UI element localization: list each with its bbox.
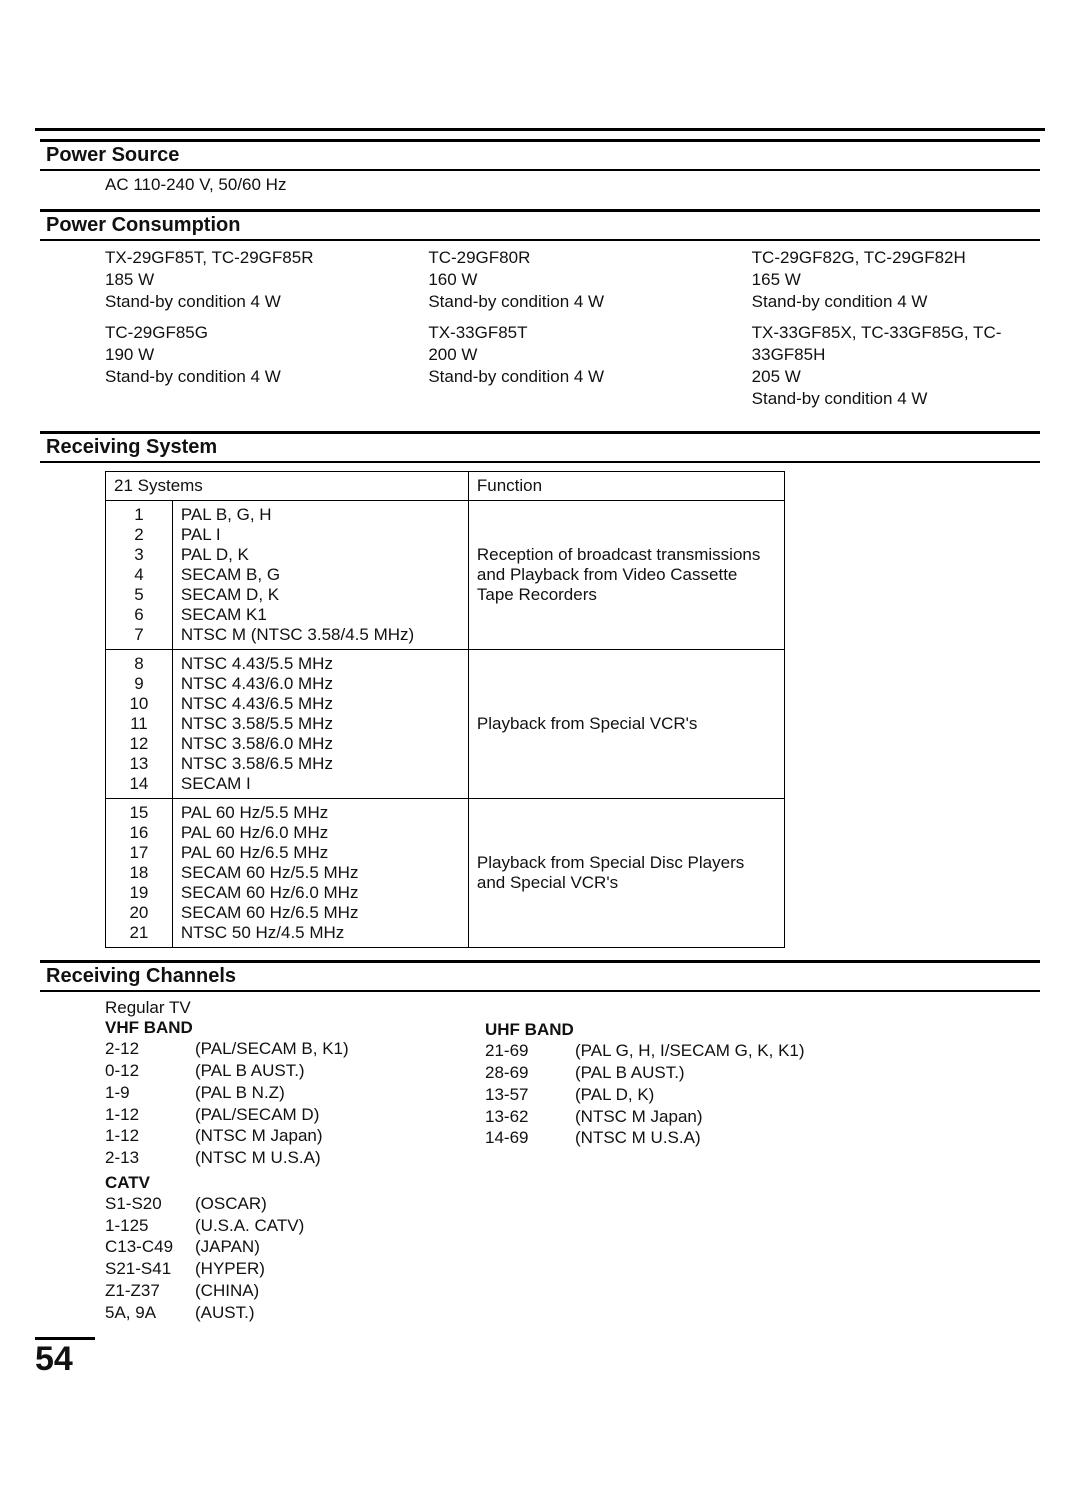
receiving-system-table: 21 Systems Function 1 2 3 4 5 6 7 PAL B,… <box>105 471 785 948</box>
catv-heading: CATV <box>105 1173 425 1193</box>
table-cell: PAL B, G, H PAL I PAL D, K SECAM B, G SE… <box>172 501 468 650</box>
table-cell: NTSC 4.43/5.5 MHz NTSC 4.43/6.0 MHz NTSC… <box>172 650 468 799</box>
pc-standby: Stand-by condition 4 W <box>105 291 398 313</box>
section-heading-receiving-system: Receiving System <box>40 431 1040 463</box>
pc-model: TX-33GF85X, TC-33GF85G, TC-33GF85H <box>752 322 1045 366</box>
pc-standby: Stand-by condition 4 W <box>752 291 1045 313</box>
table-cell: Reception of broadcast transmissions and… <box>468 501 784 650</box>
section-heading-power-consumption: Power Consumption <box>40 209 1040 241</box>
vhf-band-heading: VHF BAND <box>105 1018 425 1038</box>
table-header-function: Function <box>468 472 784 501</box>
top-empty-area <box>35 0 1045 131</box>
section-heading-receiving-channels: Receiving Channels <box>40 960 1040 992</box>
pc-standby: Stand-by condition 4 W <box>752 388 1045 410</box>
table-cell: 8 9 10 11 12 13 14 <box>106 650 173 799</box>
receiving-channels-grid: Regular TV VHF BAND 2-12(PAL/SECAM B, K1… <box>105 992 1045 1333</box>
section-heading-power-source: Power Source <box>40 139 1040 171</box>
pc-standby: Stand-by condition 4 W <box>105 366 398 388</box>
uhf-band-heading: UHF BAND <box>485 1020 885 1040</box>
pc-model: TX-33GF85T <box>428 322 721 344</box>
pc-model: TC-29GF82G, TC-29GF82H <box>752 247 1045 269</box>
pc-model: TC-29GF80R <box>428 247 721 269</box>
pc-model: TX-29GF85T, TC-29GF85R <box>105 247 398 269</box>
table-cell: Playback from Special VCR's <box>468 650 784 799</box>
pc-standby: Stand-by condition 4 W <box>428 366 721 388</box>
power-consumption-grid: TX-29GF85T, TC-29GF85R 185 W Stand-by co… <box>105 241 1045 425</box>
regular-tv-label: Regular TV <box>105 998 425 1018</box>
power-source-value: AC 110-240 V, 50/60 Hz <box>105 171 1045 203</box>
table-cell: 1 2 3 4 5 6 7 <box>106 501 173 650</box>
pc-watts: 205 W <box>752 366 1045 388</box>
table-cell: Playback from Special Disc Players and S… <box>468 799 784 948</box>
page-number: 54 <box>35 1337 95 1379</box>
pc-standby: Stand-by condition 4 W <box>428 291 721 313</box>
pc-watts: 190 W <box>105 344 398 366</box>
pc-watts: 165 W <box>752 269 1045 291</box>
table-cell: 15 16 17 18 19 20 21 <box>106 799 173 948</box>
table-cell: PAL 60 Hz/5.5 MHz PAL 60 Hz/6.0 MHz PAL … <box>172 799 468 948</box>
page-container: Power Source AC 110-240 V, 50/60 Hz Powe… <box>0 0 1080 1379</box>
pc-watts: 200 W <box>428 344 721 366</box>
table-header-systems: 21 Systems <box>106 472 469 501</box>
pc-watts: 160 W <box>428 269 721 291</box>
pc-model: TC-29GF85G <box>105 322 398 344</box>
pc-watts: 185 W <box>105 269 398 291</box>
